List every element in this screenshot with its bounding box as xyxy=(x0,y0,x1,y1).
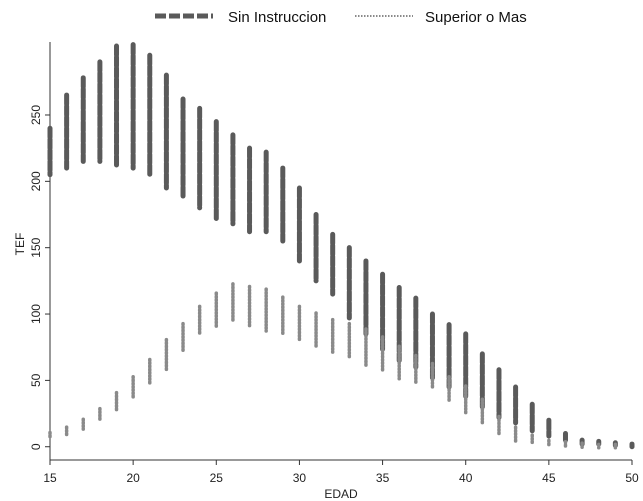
x-tick-label: 35 xyxy=(376,471,390,485)
legend-label-sin-instruccion: Sin Instruccion xyxy=(228,9,326,26)
y-tick-label: 250 xyxy=(29,105,43,125)
y-tick-label: 150 xyxy=(29,237,43,257)
axes xyxy=(49,42,632,461)
x-tick-label: 40 xyxy=(459,471,473,485)
legend: Sin Instruccion Superior o Mas xyxy=(155,9,527,26)
y-tick-label: 200 xyxy=(29,171,43,191)
y-tick-label: 100 xyxy=(29,304,43,324)
x-tick-label: 50 xyxy=(625,471,639,485)
legend-item-sin-instruccion: Sin Instruccion xyxy=(155,9,326,26)
legend-label-superior-o-mas: Superior o Mas xyxy=(425,9,527,26)
x-tick-label: 45 xyxy=(542,471,556,485)
x-axis-title: EDAD xyxy=(324,487,358,501)
y-axis-ticks: 0 50 100 150 200 250 xyxy=(29,105,50,450)
x-tick-label: 15 xyxy=(43,471,57,485)
x-axis-ticks: 15 20 25 30 35 40 45 50 xyxy=(43,460,639,485)
plot-area xyxy=(47,42,635,450)
y-tick-label: 0 xyxy=(29,443,43,450)
y-tick-label: 50 xyxy=(29,373,43,387)
x-tick-label: 20 xyxy=(126,471,140,485)
x-tick-label: 25 xyxy=(210,471,224,485)
y-axis-title: TEF xyxy=(13,233,27,256)
series-superior-o-mas xyxy=(48,282,618,450)
series-sin-instruccion xyxy=(47,42,635,450)
legend-item-superior-o-mas: Superior o Mas xyxy=(355,9,527,26)
x-tick-label: 30 xyxy=(293,471,307,485)
